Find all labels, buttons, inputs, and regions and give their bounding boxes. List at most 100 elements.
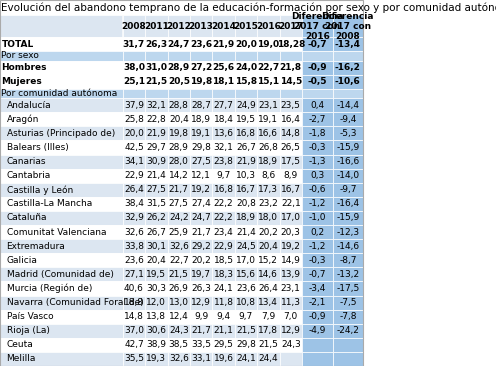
Bar	[257, 15, 280, 37]
Bar	[235, 225, 257, 239]
Bar	[212, 75, 235, 89]
Text: Balears (Illes): Balears (Illes)	[6, 143, 68, 152]
Bar	[145, 169, 168, 183]
Text: 32,1: 32,1	[146, 101, 166, 110]
Bar	[123, 310, 145, 324]
Text: 23,5: 23,5	[281, 101, 301, 110]
Bar	[212, 352, 235, 366]
Text: 21,8: 21,8	[280, 63, 302, 72]
Bar	[145, 267, 168, 281]
Bar	[302, 51, 332, 61]
Text: -1,2: -1,2	[309, 199, 326, 208]
Bar	[0, 75, 123, 89]
Text: Comunitat Valenciana: Comunitat Valenciana	[6, 228, 106, 236]
Bar	[190, 61, 212, 75]
Text: Diferencia
2017 con
2008: Diferencia 2017 con 2008	[321, 12, 374, 41]
Text: 22,9: 22,9	[214, 242, 234, 251]
Text: -9,4: -9,4	[339, 115, 357, 124]
Text: 38,9: 38,9	[146, 340, 166, 350]
Bar	[280, 197, 302, 211]
Bar	[190, 324, 212, 338]
Bar	[302, 324, 332, 338]
Text: 22,7: 22,7	[257, 63, 279, 72]
Bar	[332, 197, 363, 211]
Bar	[280, 211, 302, 225]
Text: -0,7: -0,7	[308, 40, 327, 49]
Text: -13,4: -13,4	[335, 40, 361, 49]
Bar	[123, 112, 145, 126]
Bar	[123, 239, 145, 253]
Text: 23,2: 23,2	[258, 199, 278, 208]
Bar	[190, 310, 212, 324]
Bar	[145, 225, 168, 239]
Bar	[302, 169, 332, 183]
Text: 19,5: 19,5	[236, 115, 256, 124]
Bar	[302, 112, 332, 126]
Text: 26,4: 26,4	[258, 284, 278, 293]
Bar	[235, 154, 257, 169]
Bar	[190, 37, 212, 51]
Bar	[332, 338, 363, 352]
Text: -14,0: -14,0	[336, 171, 360, 180]
Text: 26,9: 26,9	[169, 284, 188, 293]
Text: 24,2: 24,2	[169, 213, 188, 223]
Text: 27,2: 27,2	[190, 63, 212, 72]
Text: 15,6: 15,6	[236, 270, 256, 279]
Text: 12,4: 12,4	[169, 312, 188, 321]
Bar	[145, 15, 168, 37]
Bar	[302, 126, 332, 141]
Text: 22,1: 22,1	[281, 199, 301, 208]
Bar	[212, 51, 235, 61]
Bar	[145, 37, 168, 51]
Bar	[302, 89, 332, 98]
Text: 26,5: 26,5	[281, 143, 301, 152]
Bar	[190, 267, 212, 281]
Bar	[190, 338, 212, 352]
Text: 20,0: 20,0	[235, 40, 257, 49]
Bar	[212, 15, 235, 37]
Text: 16,6: 16,6	[258, 129, 278, 138]
Bar	[212, 154, 235, 169]
Text: 19,8: 19,8	[190, 77, 212, 86]
Bar	[257, 61, 280, 75]
Bar	[123, 169, 145, 183]
Bar	[257, 295, 280, 310]
Bar	[190, 225, 212, 239]
Text: 12,9: 12,9	[281, 326, 301, 335]
Bar	[302, 37, 332, 51]
Text: 14,2: 14,2	[169, 171, 188, 180]
Text: 24,7: 24,7	[191, 213, 211, 223]
Bar	[212, 89, 235, 98]
Bar	[302, 61, 332, 75]
Text: -0,3: -0,3	[309, 256, 326, 265]
Text: TOTAL: TOTAL	[1, 40, 34, 49]
Bar	[168, 338, 190, 352]
Text: 27,1: 27,1	[124, 270, 144, 279]
Bar	[235, 98, 257, 112]
Bar	[123, 253, 145, 267]
Text: 19,8: 19,8	[169, 129, 189, 138]
Text: 25,6: 25,6	[212, 63, 235, 72]
Bar	[190, 51, 212, 61]
Bar	[235, 126, 257, 141]
Bar	[302, 211, 332, 225]
Text: -16,6: -16,6	[336, 157, 360, 166]
Text: Castilla y León: Castilla y León	[6, 185, 73, 195]
Text: 23,1: 23,1	[258, 101, 278, 110]
Bar	[168, 197, 190, 211]
Text: 32,6: 32,6	[169, 242, 188, 251]
Text: 15,2: 15,2	[258, 256, 278, 265]
Bar	[145, 310, 168, 324]
Text: 18,5: 18,5	[214, 256, 234, 265]
Bar	[212, 253, 235, 267]
Text: 2011: 2011	[144, 22, 169, 31]
Text: 26,7: 26,7	[236, 143, 256, 152]
Text: 27,5: 27,5	[191, 157, 211, 166]
Text: 17,0: 17,0	[236, 256, 256, 265]
Text: 13,8: 13,8	[146, 312, 166, 321]
Bar	[257, 112, 280, 126]
Bar	[235, 15, 257, 37]
Bar	[168, 295, 190, 310]
Bar	[332, 324, 363, 338]
Text: 18,4: 18,4	[214, 115, 234, 124]
